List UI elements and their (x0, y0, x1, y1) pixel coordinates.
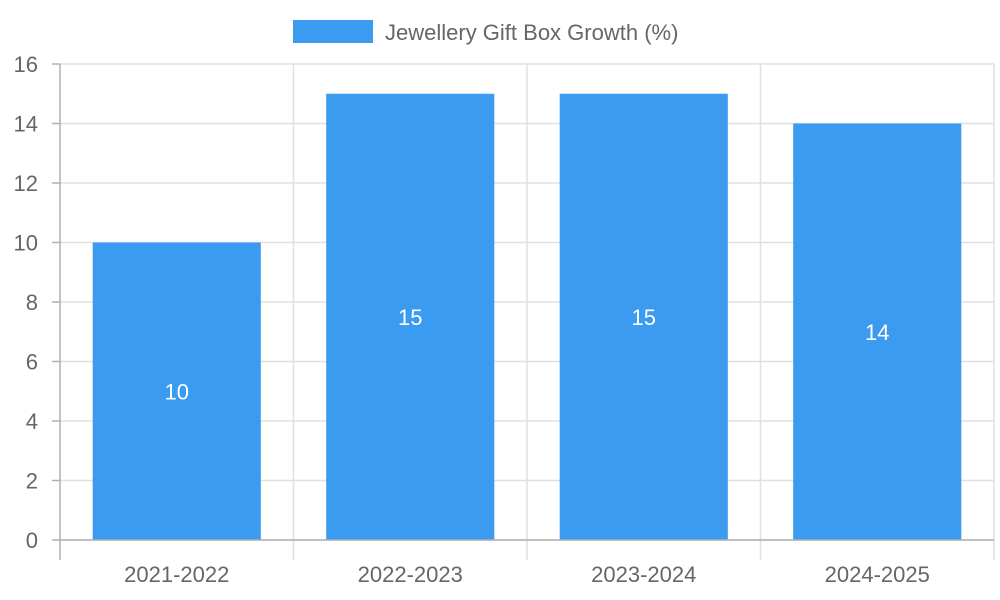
bar-2024-2025[interactable] (793, 123, 962, 541)
x-tick-label: 2022-2023 (358, 562, 463, 587)
y-tick-label: 2 (26, 469, 38, 494)
bar-2022-2023[interactable] (326, 93, 495, 540)
y-axis-ticks: 0 2 4 6 8 10 12 14 16 (14, 52, 60, 553)
x-tick-label: 2021-2022 (124, 562, 229, 587)
axes (59, 64, 994, 560)
x-tick-label: 2023-2024 (591, 562, 696, 587)
y-tick-label: 8 (26, 290, 38, 315)
data-labels: 10 15 15 14 (165, 305, 890, 404)
y-tick-label: 10 (14, 231, 38, 256)
y-tick-label: 12 (14, 171, 38, 196)
data-label: 15 (632, 305, 656, 330)
legend[interactable]: Jewellery Gift Box Growth (%) (293, 20, 678, 45)
y-tick-label: 6 (26, 350, 38, 375)
y-tick-label: 0 (26, 528, 38, 553)
data-label: 10 (165, 379, 189, 404)
y-tick-label: 16 (14, 52, 38, 77)
data-label: 15 (398, 305, 422, 330)
legend-swatch (293, 20, 373, 43)
legend-label: Jewellery Gift Box Growth (%) (385, 20, 678, 45)
bars (92, 93, 962, 541)
y-tick-label: 14 (14, 112, 38, 137)
x-axis-ticks: 2021-2022 2022-2023 2023-2024 2024-2025 (124, 562, 930, 587)
x-tick-label: 2024-2025 (825, 562, 930, 587)
y-tick-label: 4 (26, 409, 38, 434)
data-label: 14 (865, 320, 889, 345)
bar-2021-2022[interactable] (92, 242, 261, 541)
bar-2023-2024[interactable] (559, 93, 728, 540)
